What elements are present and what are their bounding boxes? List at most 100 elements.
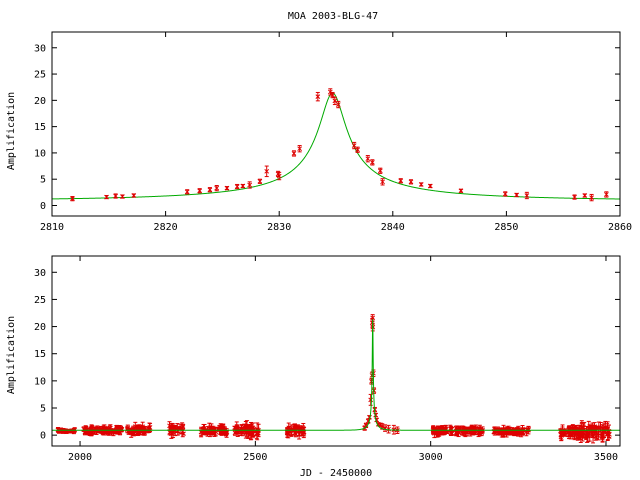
data-point	[131, 193, 137, 198]
data-point	[449, 431, 455, 436]
data-point	[418, 182, 424, 187]
data-point	[207, 187, 213, 193]
data-point	[147, 422, 152, 433]
data-point	[276, 171, 282, 181]
data-point	[587, 426, 593, 442]
x-axis: 2810 2820 2830 2840 2850 2860	[40, 32, 632, 233]
data-point	[244, 420, 250, 434]
data-point	[197, 188, 203, 194]
x-tick-label: 3000	[419, 452, 443, 463]
data-point	[427, 183, 433, 189]
data-point	[234, 424, 240, 430]
model-curve	[52, 319, 620, 431]
data-point	[113, 193, 118, 199]
data-point	[285, 427, 291, 433]
y-tick-label: 5	[40, 404, 46, 415]
data-point	[296, 428, 302, 440]
data-point	[315, 91, 321, 102]
data-point	[582, 193, 588, 198]
data-point	[580, 432, 586, 439]
x-tick-label: 3500	[594, 452, 618, 463]
x-tick-label: 2860	[608, 222, 632, 233]
data-points	[70, 88, 609, 202]
data-point	[240, 183, 246, 189]
data-point	[575, 427, 581, 440]
data-point	[502, 191, 508, 197]
data-point	[292, 423, 297, 432]
data-point	[596, 431, 601, 441]
x-tick-label: 2850	[494, 222, 518, 233]
y-tick-label: 15	[34, 122, 46, 133]
data-point	[579, 421, 585, 432]
y-axis-label: Amplification	[6, 316, 17, 394]
data-point	[169, 425, 175, 432]
x-tick-label: 2820	[154, 222, 178, 233]
data-point	[479, 429, 485, 437]
y-tick-label: 0	[40, 201, 46, 212]
data-point	[589, 193, 594, 202]
data-point	[524, 191, 530, 200]
y-tick-label: 30	[34, 268, 46, 279]
data-point	[104, 194, 109, 200]
plot-frame	[51, 31, 621, 217]
data-point	[355, 146, 360, 153]
data-points	[55, 314, 612, 444]
data-point	[369, 159, 375, 166]
model-curve-line	[51, 92, 621, 200]
data-point	[604, 191, 609, 198]
data-point	[247, 181, 253, 189]
data-point	[351, 141, 357, 150]
model-curve	[51, 92, 621, 200]
data-point	[141, 425, 146, 431]
x-tick-label: 2500	[243, 452, 267, 463]
chart-title: MOA 2003-BLG-47	[288, 11, 378, 22]
data-point	[214, 185, 220, 192]
x-tick-label: 2840	[381, 222, 405, 233]
data-point	[208, 426, 213, 436]
y-tick-label: 30	[34, 43, 46, 54]
data-point	[398, 178, 404, 184]
data-point	[297, 145, 303, 153]
y-tick-label: 15	[34, 349, 46, 360]
data-point	[184, 189, 190, 195]
x-axis: 2000 2500 3000 3500	[68, 256, 618, 463]
y-tick-label: 25	[34, 295, 46, 306]
x-tick-label: 2810	[40, 222, 64, 233]
full-baseline-panel: Amplification JD - 2450000 2000 2500 3000 3…	[6, 255, 621, 479]
data-point	[332, 96, 338, 106]
data-point	[600, 426, 605, 442]
x-axis-label: JD - 2450000	[300, 468, 372, 479]
y-axis: 0 5 10 15 20 25 30	[34, 268, 620, 442]
y-axis-label: Amplification	[6, 92, 17, 170]
model-curve-line	[52, 319, 620, 431]
y-tick-label: 5	[40, 175, 46, 186]
data-point	[101, 426, 107, 436]
data-point	[380, 178, 385, 186]
data-point	[335, 100, 341, 109]
y-tick-label: 20	[34, 96, 46, 107]
data-point	[234, 183, 240, 190]
data-point	[257, 178, 263, 184]
data-point	[377, 167, 383, 174]
data-point	[327, 88, 333, 96]
data-point	[330, 91, 335, 99]
data-point	[90, 426, 96, 433]
data-point	[437, 430, 443, 435]
data-point	[386, 424, 391, 434]
data-point	[368, 393, 374, 406]
plot-frame	[51, 255, 621, 447]
data-point	[518, 428, 524, 438]
x-tick-label: 2830	[267, 222, 291, 233]
y-tick-label: 10	[34, 376, 46, 387]
x-tick-label: 2000	[68, 452, 92, 463]
data-point	[572, 194, 577, 200]
data-point	[264, 165, 270, 178]
data-point	[224, 185, 230, 191]
data-point	[514, 192, 519, 198]
data-point	[248, 421, 254, 435]
data-point	[291, 150, 297, 157]
data-point	[70, 196, 75, 202]
data-point	[595, 425, 600, 431]
data-point	[224, 428, 229, 438]
